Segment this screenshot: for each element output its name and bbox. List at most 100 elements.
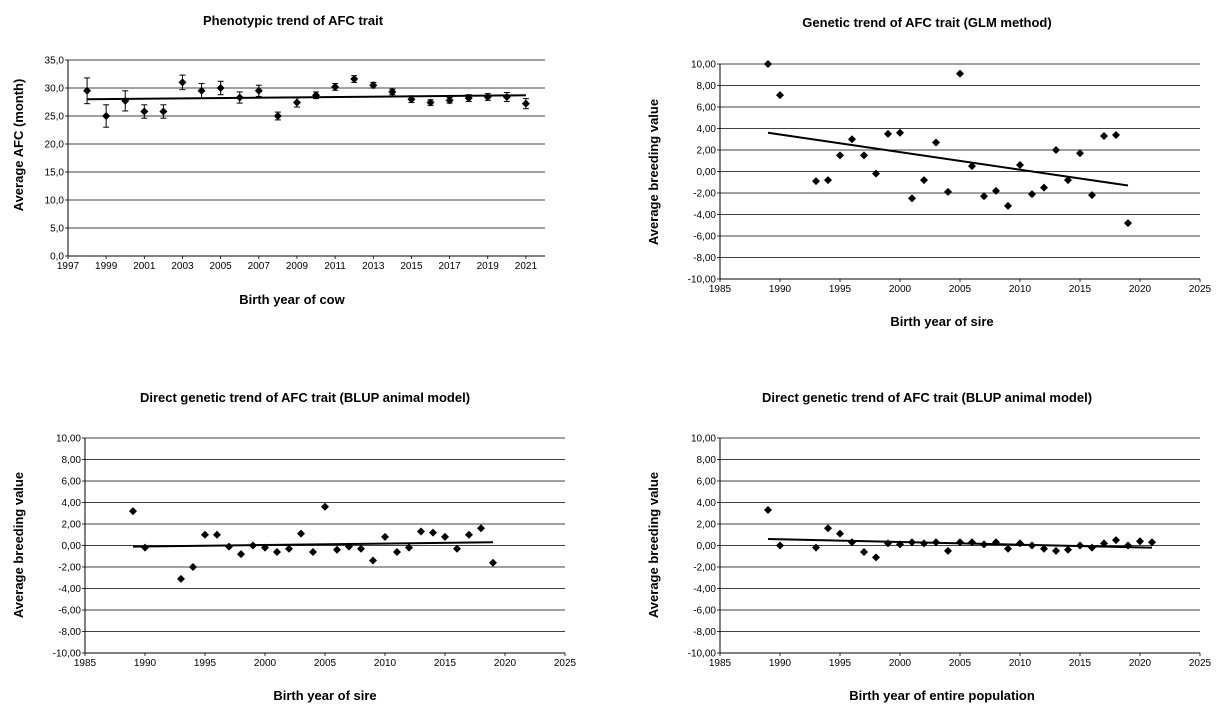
data-point — [1052, 546, 1060, 555]
x-tick-label: 2025 — [554, 658, 577, 669]
x-tick-label: 2015 — [400, 261, 423, 272]
y-tick-label: 5,0 — [50, 224, 64, 235]
data-point — [445, 96, 454, 105]
data-point — [1004, 201, 1012, 210]
y-tick-label: 0,0 — [50, 252, 64, 263]
data-point — [968, 538, 976, 547]
data-point — [776, 91, 784, 100]
data-point — [1028, 541, 1036, 550]
y-tick-label: 25,0 — [45, 112, 65, 123]
x-tick-label: 2015 — [1069, 284, 1092, 295]
data-point — [312, 91, 321, 100]
data-point — [836, 151, 844, 160]
data-point — [273, 112, 282, 120]
data-point — [812, 177, 820, 186]
y-tick-label: 8,00 — [697, 81, 717, 92]
data-point — [1088, 543, 1096, 552]
data-point — [249, 541, 257, 550]
data-point — [956, 538, 964, 547]
data-point — [331, 82, 340, 91]
data-point — [178, 78, 187, 87]
x-tick-label: 2020 — [1129, 658, 1152, 669]
x-tick-label: 2015 — [434, 658, 457, 669]
blup-population-trend-chart: Direct genetic trend of AFC trait (BLUP … — [646, 390, 1212, 703]
y-axis-label: Average breeding value — [11, 472, 26, 618]
data-point — [216, 84, 225, 92]
y-tick-label: 35,0 — [45, 56, 65, 67]
x-tick-label: 2000 — [889, 658, 912, 669]
x-tick-label: 1990 — [134, 658, 157, 669]
y-tick-label: 10,00 — [691, 60, 716, 71]
data-point — [177, 574, 185, 583]
y-tick-label: 6,00 — [62, 477, 82, 488]
data-point — [1064, 545, 1072, 554]
data-point — [381, 532, 389, 541]
x-tick-label: 2000 — [254, 658, 277, 669]
data-point — [920, 176, 928, 185]
data-point — [426, 98, 435, 107]
data-point — [369, 556, 377, 565]
x-tick-label: 2005 — [314, 658, 337, 669]
trend-line — [87, 94, 526, 101]
y-tick-label: -4,00 — [58, 584, 81, 595]
x-tick-label: 2009 — [286, 261, 309, 272]
y-tick-label: -2,00 — [693, 563, 716, 574]
data-point — [1016, 161, 1024, 170]
x-tick-label: 1990 — [769, 284, 792, 295]
y-tick-label: 4,00 — [697, 124, 717, 135]
data-point — [350, 75, 359, 84]
x-tick-label: 2005 — [949, 284, 972, 295]
y-tick-label: 6,00 — [697, 103, 717, 114]
data-point — [417, 527, 425, 536]
x-tick-label: 2005 — [210, 261, 233, 272]
plot-area: -10,00 -8,00 -6,00 -4,00 -2,00 0,00 2,00 4,00 6,… — [53, 434, 577, 670]
data-point — [407, 95, 416, 104]
data-point — [261, 543, 269, 552]
data-point — [121, 96, 130, 105]
data-point — [235, 93, 244, 102]
data-point — [345, 542, 353, 551]
data-point — [848, 135, 856, 144]
y-tick-label: 4,00 — [62, 498, 82, 509]
chart-title: Direct genetic trend of AFC trait (BLUP … — [140, 390, 470, 405]
data-point — [1088, 191, 1096, 200]
data-point — [824, 524, 832, 533]
x-tick-label: 2017 — [438, 261, 461, 272]
data-point — [102, 112, 111, 120]
data-point — [1136, 537, 1144, 546]
data-point — [1016, 539, 1024, 548]
y-tick-label: 8,00 — [697, 455, 717, 466]
data-point — [836, 529, 844, 538]
data-point — [273, 547, 281, 556]
data-point — [908, 194, 916, 203]
y-tick-label: 20,0 — [45, 140, 65, 151]
data-point — [1100, 539, 1108, 548]
data-point — [483, 92, 492, 101]
y-tick-label: -4,00 — [693, 210, 716, 221]
data-point — [489, 558, 497, 567]
data-point — [776, 541, 784, 550]
data-point — [213, 530, 221, 539]
data-point — [860, 151, 868, 160]
x-tick-label: 2013 — [362, 261, 385, 272]
y-tick-label: -8,00 — [693, 253, 716, 264]
data-point — [872, 553, 880, 562]
data-point — [1148, 538, 1156, 547]
x-tick-label: 2020 — [494, 658, 517, 669]
data-point — [309, 547, 317, 556]
x-tick-label: 2001 — [133, 261, 156, 272]
data-point — [1076, 149, 1084, 158]
y-tick-label: 8,00 — [62, 455, 82, 466]
data-point — [141, 543, 149, 552]
glm-genetic-trend-chart: Genetic trend of AFC trait (GLM method) … — [646, 15, 1212, 329]
data-point — [1124, 541, 1132, 550]
data-point — [932, 538, 940, 547]
data-point — [369, 81, 378, 90]
x-tick-label: 1995 — [194, 658, 217, 669]
data-point — [812, 543, 820, 552]
x-axis-label: Birth year of entire population — [849, 688, 1035, 703]
data-point — [980, 192, 988, 201]
data-point — [357, 544, 365, 553]
y-tick-label: -10,00 — [688, 649, 717, 660]
